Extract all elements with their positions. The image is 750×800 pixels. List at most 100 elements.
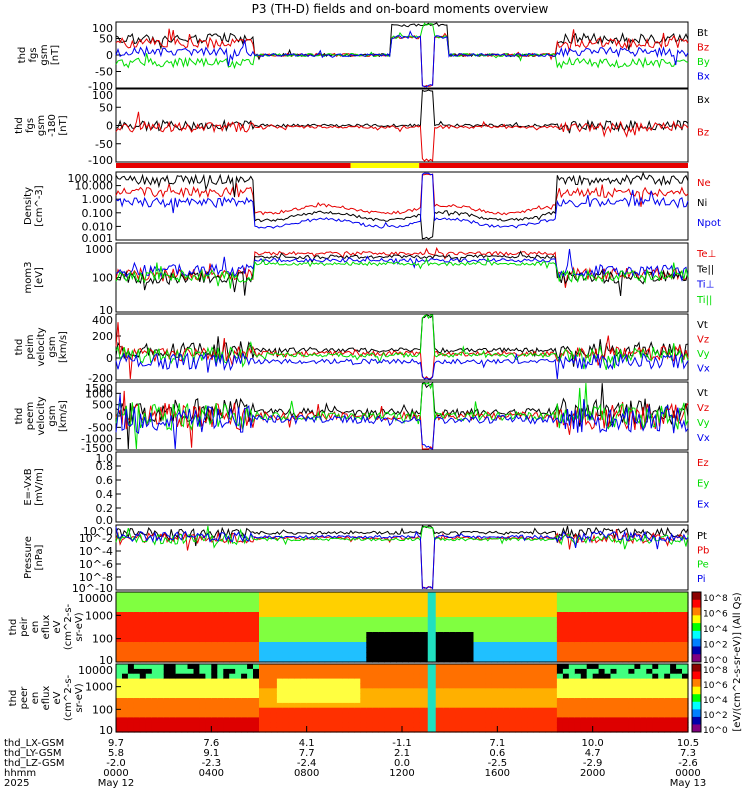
heatmap-cell xyxy=(145,632,153,638)
heatmap-cell xyxy=(497,637,504,643)
heatmap-cell xyxy=(235,727,242,733)
heatmap-cell xyxy=(229,622,236,628)
heatmap-cell xyxy=(342,678,349,685)
heatmap-cell xyxy=(551,652,558,658)
heatmap-cell xyxy=(443,688,451,694)
heatmap-cell xyxy=(545,717,552,723)
heatmap-cell xyxy=(312,698,320,704)
heatmap-cell xyxy=(187,647,195,653)
heatmap-cell xyxy=(545,668,552,675)
heatmap-cell xyxy=(586,712,594,719)
heatmap-cell xyxy=(211,717,218,723)
heatmap-cell xyxy=(378,622,385,628)
heatmap-cell xyxy=(610,688,618,694)
heatmap-cell xyxy=(187,652,195,658)
heatmap-cell xyxy=(396,642,403,648)
heatmap-cell xyxy=(427,592,436,662)
y-tick-label: 10 xyxy=(99,724,113,737)
heatmap-cell xyxy=(473,622,481,628)
heatmap-cell xyxy=(473,652,481,658)
heatmap-cell xyxy=(151,712,159,719)
heatmap-cell xyxy=(527,688,534,694)
heatmap-cell xyxy=(485,592,492,598)
heatmap-cell xyxy=(354,664,361,670)
heatmap-cell xyxy=(384,642,391,648)
heatmap-cell xyxy=(348,642,355,648)
heatmap-cell xyxy=(354,637,361,643)
heatmap-cell xyxy=(390,717,397,723)
heatmap-cell xyxy=(265,702,272,709)
heatmap-cell xyxy=(604,637,612,643)
heatmap-cell xyxy=(408,607,415,613)
heatmap-cell xyxy=(658,702,665,709)
heatmap-cell xyxy=(551,622,558,628)
heatmap-cell xyxy=(467,678,475,685)
heatmap-cell xyxy=(437,688,445,694)
heatmap-cell xyxy=(336,664,344,670)
heatmap-cell xyxy=(610,652,618,658)
heatmap-cell xyxy=(676,637,683,643)
heatmap-cell xyxy=(473,627,481,633)
heatmap-cell xyxy=(330,612,338,618)
heatmap-cell xyxy=(306,647,314,653)
heatmap-cell xyxy=(300,602,308,608)
heatmap-cell xyxy=(145,597,153,603)
heatmap-cell xyxy=(354,612,361,618)
heatmap-cell xyxy=(551,602,558,608)
heatmap-cell xyxy=(133,698,141,704)
heatmap-cell xyxy=(253,597,260,603)
heatmap-cell xyxy=(485,707,492,714)
heatmap-cell xyxy=(205,664,212,670)
heatmap-cell xyxy=(324,668,332,675)
heatmap-cell xyxy=(181,647,189,653)
heatmap-cell xyxy=(455,664,463,670)
heatmap-cell xyxy=(628,722,635,728)
heatmap-cell xyxy=(127,602,135,608)
heatmap-cell xyxy=(187,668,195,675)
heatmap-cell xyxy=(664,678,671,685)
heatmap-cell xyxy=(676,673,683,680)
heatmap-cell xyxy=(211,602,218,608)
heatmap-cell xyxy=(163,617,171,623)
heatmap-cell xyxy=(288,712,296,719)
heatmap-cell xyxy=(366,597,373,603)
heatmap-cell xyxy=(533,627,540,633)
heatmap-cell xyxy=(139,727,147,733)
heatmap-cell xyxy=(634,702,641,709)
heatmap-cell xyxy=(396,602,403,608)
heatmap-cell xyxy=(342,642,349,648)
heatmap-cell xyxy=(235,617,242,623)
heatmap-cell xyxy=(360,722,367,728)
heatmap-cell xyxy=(527,698,534,704)
heatmap-cell xyxy=(187,698,195,704)
heatmap-cell xyxy=(306,678,314,685)
heatmap-cell xyxy=(372,652,379,658)
heatmap-cell xyxy=(539,722,546,728)
heatmap-cell xyxy=(247,717,254,723)
heatmap-cell xyxy=(473,642,481,648)
heatmap-cell xyxy=(348,698,355,704)
heatmap-cell xyxy=(479,602,487,608)
heatmap-cell xyxy=(318,678,326,685)
heatmap-cell xyxy=(193,727,201,733)
heatmap-cell xyxy=(616,664,624,670)
heatmap-cell xyxy=(628,688,635,694)
heatmap-cell xyxy=(497,717,504,723)
colorbar-tick: 10^4 xyxy=(703,625,728,635)
heatmap-cell xyxy=(336,717,344,723)
heatmap-cell xyxy=(413,642,421,648)
heatmap-cell xyxy=(300,673,308,680)
heatmap-cell xyxy=(580,727,588,733)
heatmap-cell xyxy=(157,717,165,723)
heatmap-cell xyxy=(592,698,600,704)
heatmap-cell xyxy=(616,702,624,709)
heatmap-cell xyxy=(610,597,618,603)
heatmap-cell xyxy=(336,657,344,663)
heatmap-cell xyxy=(342,712,349,719)
heatmap-cell xyxy=(157,678,165,685)
y-tick-label: 100 xyxy=(92,703,113,716)
heatmap-cell xyxy=(479,592,487,598)
heatmap-cell xyxy=(551,727,558,733)
heatmap-cell xyxy=(390,607,397,613)
heatmap-cell xyxy=(193,642,201,648)
